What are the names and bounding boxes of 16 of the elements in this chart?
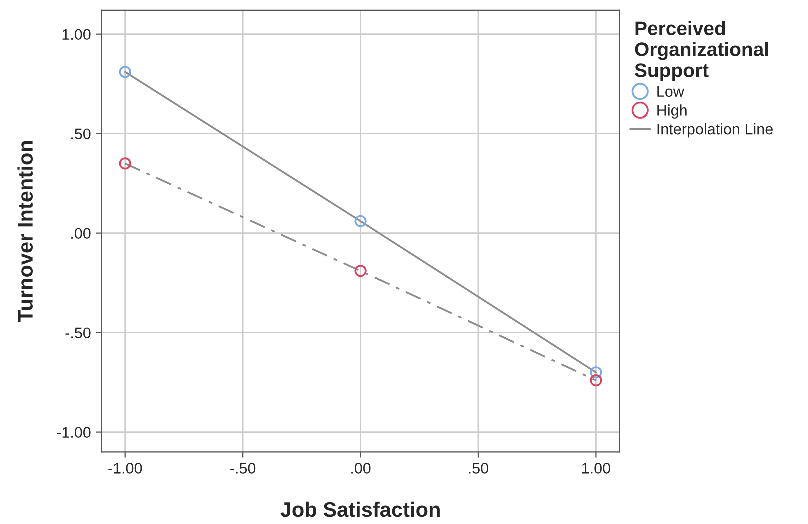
- legend-label: Interpolation Line: [658, 124, 773, 138]
- x-tick-label: 1.00: [582, 463, 610, 474]
- y-tick-label: -1.00: [57, 427, 91, 438]
- y-axis-title: Turnover Intention: [18, 141, 34, 322]
- legend-title: Perceived Organizational Support: [635, 21, 768, 82]
- x-tick-label: .50: [469, 463, 489, 474]
- x-tick-label: -1.00: [108, 463, 142, 474]
- x-tick-label: -.50: [230, 463, 256, 474]
- x-axis-title: Job Satisfaction: [280, 502, 440, 518]
- x-tick-label: .00: [352, 463, 371, 474]
- y-tick-label: .50: [72, 128, 91, 140]
- y-tick-label: .00: [72, 228, 91, 240]
- y-tick-label: 1.00: [62, 29, 91, 40]
- y-tick-label: -.50: [66, 328, 91, 339]
- legend-label: High: [658, 104, 687, 119]
- legend-label: Low: [658, 86, 684, 98]
